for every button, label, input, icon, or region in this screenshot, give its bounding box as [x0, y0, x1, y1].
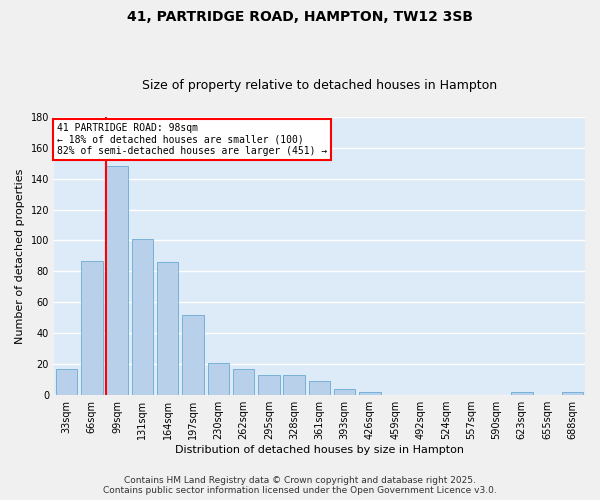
- Bar: [131, 239, 153, 395]
- Bar: [334, 389, 355, 395]
- Title: Size of property relative to detached houses in Hampton: Size of property relative to detached ho…: [142, 79, 497, 92]
- Bar: [208, 362, 229, 395]
- Bar: [157, 262, 178, 395]
- Bar: [81, 260, 103, 395]
- X-axis label: Distribution of detached houses by size in Hampton: Distribution of detached houses by size …: [175, 445, 464, 455]
- Bar: [182, 314, 204, 395]
- Text: 41, PARTRIDGE ROAD, HAMPTON, TW12 3SB: 41, PARTRIDGE ROAD, HAMPTON, TW12 3SB: [127, 10, 473, 24]
- Bar: [309, 381, 330, 395]
- Bar: [56, 369, 77, 395]
- Bar: [562, 392, 583, 395]
- Bar: [233, 369, 254, 395]
- Y-axis label: Number of detached properties: Number of detached properties: [15, 168, 25, 344]
- Bar: [283, 375, 305, 395]
- Bar: [511, 392, 533, 395]
- Bar: [258, 375, 280, 395]
- Text: 41 PARTRIDGE ROAD: 98sqm
← 18% of detached houses are smaller (100)
82% of semi-: 41 PARTRIDGE ROAD: 98sqm ← 18% of detach…: [57, 123, 327, 156]
- Bar: [359, 392, 381, 395]
- Text: Contains HM Land Registry data © Crown copyright and database right 2025.
Contai: Contains HM Land Registry data © Crown c…: [103, 476, 497, 495]
- Bar: [106, 166, 128, 395]
